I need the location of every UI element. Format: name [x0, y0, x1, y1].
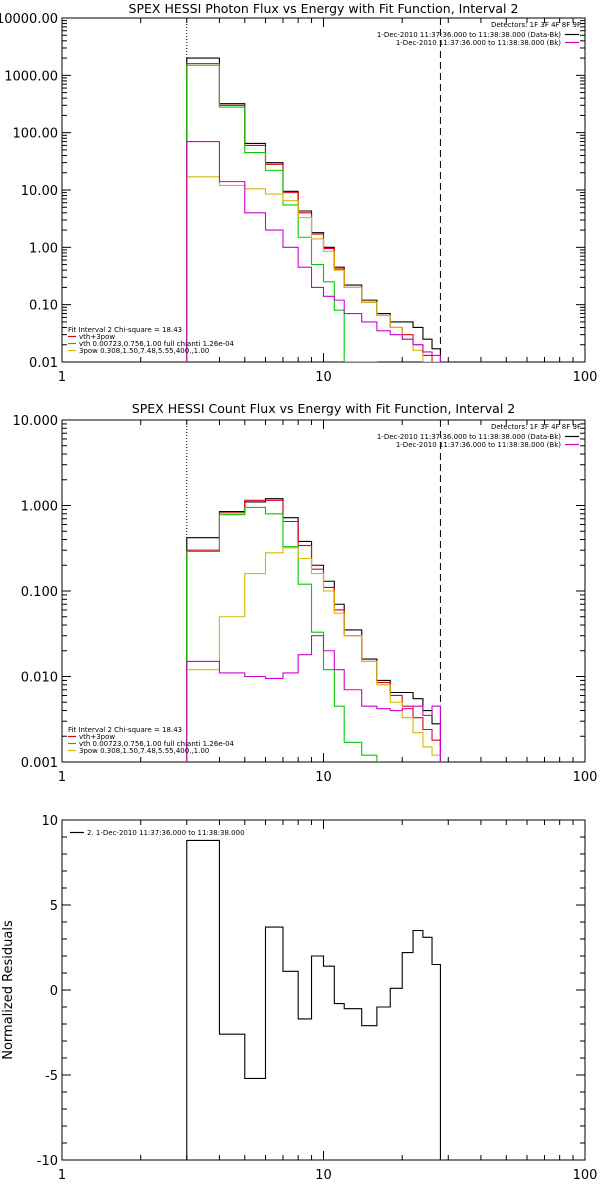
y-tick-label: 0 [50, 984, 58, 999]
y-tick-label: 1000.00 [4, 69, 58, 84]
y-axis: -10 -5 0 5 10 [37, 814, 585, 1169]
y-tick-label: 10.00 [21, 184, 58, 199]
detectors-label: Detectors: 1F 3F 4F 8F 9F [491, 21, 581, 29]
detectors-label: Detectors: 1F 3F 4F 8F 9F [491, 423, 581, 431]
x-tick-label: 10 [315, 1168, 332, 1183]
x-tick-label: 100 [573, 370, 598, 385]
series-magenta-line [186, 635, 441, 762]
y-tick-label: -10 [37, 1154, 58, 1169]
series-green-line [186, 64, 378, 362]
series-green-line [186, 506, 378, 762]
series-black-line [186, 57, 441, 362]
legend-bottom-item: 3pow 0.308,1.50,7.48,5.55,400.,1.00 [79, 347, 209, 355]
series-black-line [186, 498, 441, 762]
y-tick-label: 100.00 [13, 127, 59, 142]
series-red-line [186, 499, 441, 762]
y-tick-label: 0.001 [21, 756, 58, 771]
legend-top-item: 1-Dec-2010 11:37:36.000 to 11:38:38.000 … [377, 31, 561, 39]
x-tick-label: 100 [573, 1168, 598, 1183]
x-axis: 1 10 100 [58, 820, 598, 1183]
plot-frame [61, 819, 586, 1161]
legend-bottom-item: vth+3pow [79, 333, 115, 341]
y-tick-label: 0.100 [21, 585, 58, 600]
chart-title: SPEX HESSI Count Flux vs Energy with Fit… [132, 401, 515, 416]
legend-bottom-item: vth+3pow [79, 733, 115, 741]
y-axis: 0.001 0.010 0.100 1.000 10.000 [13, 414, 585, 771]
legend-bottom-item: vth 0.00723,0.756,1.00 full chianti 1.26… [79, 740, 235, 748]
legend-bottom-item: 3pow 0.308,1.50,7.48,5.55,400.,1.00 [79, 747, 209, 755]
x-tick-label: 1 [58, 1168, 66, 1183]
y-tick-label: 1.000 [21, 500, 58, 515]
series-yellow-line [186, 547, 441, 762]
y-tick-label: 5 [50, 899, 58, 914]
legend-bottom-item: Fit Interval 2 Chi-square = 18.43 [68, 726, 182, 734]
chart-title: SPEX HESSI Photon Flux vs Energy with Fi… [129, 1, 519, 16]
chart-panel-2: SPEX HESSI Count Flux vs Energy with Fit… [13, 401, 598, 785]
legend-top-item: 1-Dec-2010 11:37:36.000 to 11:38:38.000 … [396, 441, 561, 449]
y-tick-label: 10 [41, 814, 58, 829]
legend-top-item: 1-Dec-2010 11:37:36.000 to 11:38:38.000 … [377, 433, 561, 441]
legend-item: 2. 1-Dec-2010 11:37:36.000 to 11:38:38.0… [87, 829, 245, 837]
chart-panel-3: 1 10 100 -10 -5 0 5 10 Normalized Residuals 2. 1-… [1, 814, 597, 1183]
chart-panel-1: SPEX HESSI Photon Flux vs Energy with Fi… [0, 1, 597, 385]
y-tick-label: 1.00 [29, 241, 58, 256]
y-tick-label: 10000.00 [0, 12, 58, 27]
legend-bottom-item: Fit Interval 2 Chi-square = 18.43 [68, 326, 182, 334]
series-magenta-line [186, 141, 441, 362]
x-tick-label: 100 [573, 770, 598, 785]
y-axis: 0.01 0.10 1.00 10.00 100.00 1000.00 10000.00 [0, 12, 585, 371]
x-tick-label: 10 [315, 770, 332, 785]
x-tick-label: 1 [58, 370, 66, 385]
plot-frame [61, 17, 586, 363]
legend-bottom-item: vth 0.00723,0.756,1.00 full chianti 1.26… [79, 340, 235, 348]
y-axis-label: Normalized Residuals [1, 920, 16, 1060]
y-tick-label: 0.010 [21, 671, 58, 686]
y-tick-label: 10.000 [13, 414, 59, 429]
series-black-line [186, 839, 441, 1160]
legend-top-item: 1-Dec-2010 11:37:36.000 to 11:38:38.000 … [396, 39, 561, 47]
x-tick-label: 1 [58, 770, 66, 785]
x-tick-label: 10 [315, 370, 332, 385]
y-tick-label: -5 [45, 1069, 58, 1084]
y-tick-label: 0.10 [29, 299, 58, 314]
y-tick-label: 0.01 [29, 356, 58, 371]
